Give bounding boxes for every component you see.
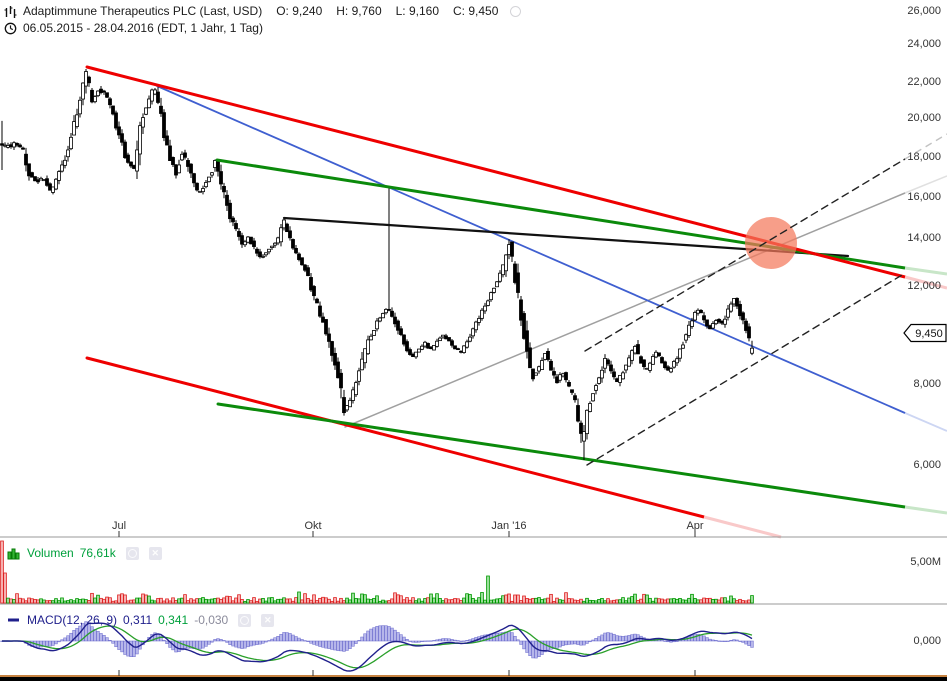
date-range: 06.05.2015 - 28.04.2016 (EDT, 1 Jahr, 1 …	[23, 21, 263, 35]
macd-line	[2, 622, 753, 672]
volume-bars-icon	[7, 547, 21, 560]
y-axis-label: 12,000	[907, 280, 941, 292]
volume-settings-icon[interactable]	[125, 546, 139, 560]
highlight-layer[interactable]	[745, 217, 797, 269]
dashed-channel-lower[interactable]	[586, 274, 903, 466]
chart-header: Adaptimmune Therapeutics PLC (Last, USD)…	[4, 4, 522, 18]
x-axis-label: Jul	[112, 520, 126, 532]
macd-settings-icon[interactable]	[238, 613, 252, 627]
y-axis-label: 16,000	[907, 191, 941, 203]
date-range-row: 06.05.2015 - 28.04.2016 (EDT, 1 Jahr, 1 …	[4, 21, 263, 35]
macd-dash-icon	[7, 616, 21, 624]
last-price-marker	[903, 323, 947, 343]
x-axis-label: Okt	[304, 520, 321, 532]
blue-trendline-faded-extension	[904, 412, 947, 432]
info-icon[interactable]	[510, 5, 522, 17]
instrument-title: Adaptimmune Therapeutics PLC (Last, USD)	[23, 4, 263, 18]
dashed-channel-layer[interactable]	[584, 133, 947, 466]
high-value: H: 9,760	[336, 4, 382, 18]
gray-ascending-trendline[interactable]	[344, 192, 906, 428]
volume-bars-layer	[0, 540, 754, 604]
volume-label: Volumen	[27, 546, 74, 560]
low-value: L: 9,160	[395, 4, 439, 18]
macd-signal-value: 0,341	[158, 613, 189, 627]
volume-value: 76,61k	[79, 546, 116, 560]
x-axis-label: Jan '16	[491, 520, 526, 532]
macd-hist-value: -0,030	[194, 613, 229, 627]
support-lower-red-faded-extension	[703, 515, 782, 539]
y-axis-label: 18,000	[907, 151, 941, 163]
y-axis-label: 8,000	[913, 378, 941, 390]
highlight-circle[interactable]	[745, 217, 797, 269]
y-axis-label: 14,000	[907, 232, 941, 244]
y-axis-label: 24,000	[907, 38, 941, 50]
macd-close-icon[interactable]: ✕	[261, 613, 275, 627]
macd-value: 0,311	[123, 613, 153, 627]
support-lower-green-faded-extension	[904, 505, 947, 515]
volume-scale-label: 5,00M	[910, 556, 941, 568]
y-axis-label: 26,000	[907, 5, 941, 17]
clock-icon	[4, 22, 17, 35]
resistance-upper-green-faded-extension	[904, 266, 947, 276]
gray-ascending-trendline-faded-extension	[904, 175, 947, 194]
macd-layer	[0, 621, 754, 672]
x-axis-label: Apr	[686, 520, 703, 532]
bottom-black-bar	[0, 677, 947, 681]
axes-layer	[0, 531, 947, 681]
open-value: O: 9,240	[276, 4, 323, 18]
dashed-channel-upper[interactable]	[584, 158, 906, 352]
y-axis-label: 20,000	[907, 112, 941, 124]
y-axis-label: 22,000	[907, 76, 941, 88]
trendlines-under-layer[interactable]	[85, 85, 947, 539]
support-lower-green[interactable]	[216, 402, 907, 509]
last-price-marker-label: 9,450	[915, 328, 943, 340]
volume-header: Volumen 76,61k ✕	[7, 546, 162, 560]
macd-scale-label: 0,000	[913, 635, 941, 647]
resistance-upper-red-faded-extension	[904, 275, 947, 290]
volume-close-icon[interactable]: ✕	[148, 546, 162, 560]
candles-layer	[0, 68, 754, 460]
y-axis-label: 6,000	[913, 459, 941, 471]
support-lower-red[interactable]	[85, 356, 706, 519]
macd-header: MACD(12, 26, 9) 0,311 0,341 -0,030 ✕	[7, 613, 275, 627]
axis-labels-layer: Jul Okt Jan '16 Apr 26,000 24,000 22,000 20,000…	[112, 5, 947, 647]
macd-signal-line	[2, 625, 753, 669]
close-value: C: 9,450	[453, 4, 499, 18]
trendlines-over-layer[interactable]	[85, 65, 947, 290]
dashed-channel-upper-faded-extension	[904, 133, 947, 160]
macd-label: MACD(12, 26, 9)	[27, 613, 118, 627]
blue-trendline[interactable]	[156, 85, 906, 414]
ohlc-bars-icon	[4, 5, 17, 18]
